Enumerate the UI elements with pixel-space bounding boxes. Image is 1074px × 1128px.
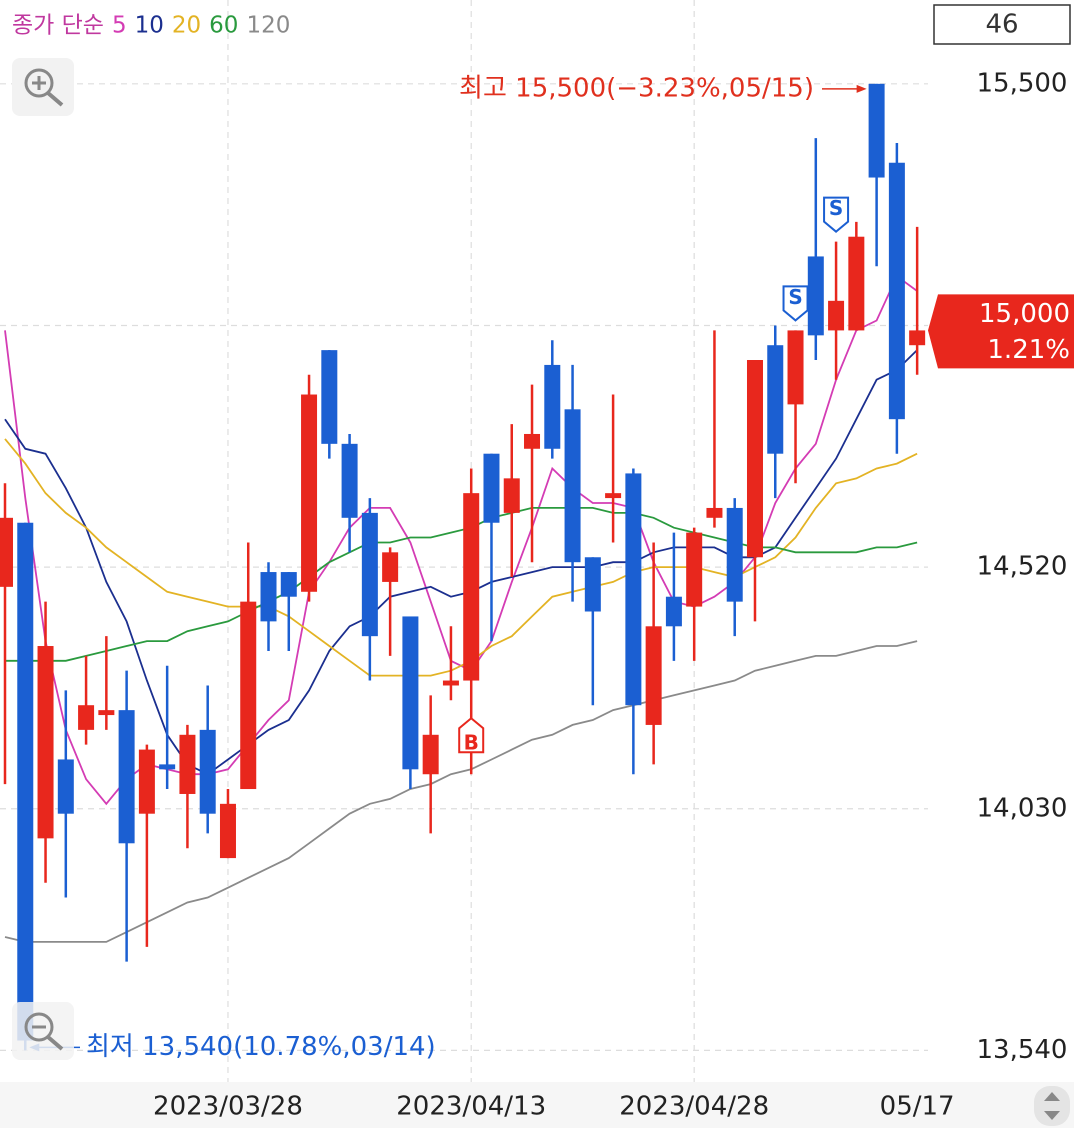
legend-title: 종가 단순 (12, 13, 104, 39)
signal-marker (782, 285, 809, 322)
scroll-control[interactable] (1034, 1086, 1070, 1126)
candle-body (503, 478, 520, 513)
y-tick-label: 14,030 (977, 793, 1068, 823)
price-tag (928, 294, 1074, 369)
candle-body (382, 552, 399, 582)
candle-body (402, 616, 419, 770)
price-tag-value: 15,000 (979, 299, 1070, 329)
candle-body (442, 680, 459, 686)
candle-body (807, 256, 824, 336)
arrowhead (856, 84, 867, 93)
candle-body (361, 512, 378, 637)
x-tick-label: 2023/04/28 (619, 1092, 769, 1122)
candle-body (159, 764, 176, 770)
candle-body (240, 601, 257, 790)
candle-body (888, 162, 905, 420)
candle-body (787, 330, 804, 405)
price-tag-change: 1.21% (987, 335, 1070, 365)
signal-label: S (829, 196, 843, 220)
ma-line (4, 640, 918, 943)
candle-body (645, 626, 662, 725)
candle-body (524, 433, 541, 449)
signal-label: B (464, 731, 479, 755)
y-tick-label: 14,520 (977, 552, 1068, 582)
candle-body (118, 710, 135, 844)
candle-body (0, 517, 13, 587)
candle-body (219, 803, 236, 859)
candle-body (767, 345, 784, 454)
candle-body (605, 493, 622, 499)
candle-body (584, 557, 601, 612)
candle-body (625, 473, 642, 706)
overlay: 최고 15,500(−3.23%,05/15) 최저 13,540(10.78%,… (29, 73, 867, 1062)
ma-line (4, 349, 918, 776)
high-annotation: 최고 15,500(−3.23%,05/15) (459, 73, 814, 103)
count-box (933, 4, 1071, 45)
candle-body (422, 734, 439, 775)
ma-line (4, 438, 918, 677)
legend-entry: 10 (135, 13, 164, 39)
candle-body (483, 453, 500, 523)
candle-body (909, 330, 926, 346)
signal-marker (458, 716, 485, 754)
candle-body (57, 759, 74, 814)
candle-body (564, 409, 581, 563)
candle-body (37, 646, 54, 839)
x-tick-label: 2023/04/13 (396, 1092, 546, 1122)
candle-body (78, 705, 95, 730)
y-tick-label: 15,500 (977, 68, 1068, 98)
candles (0, 83, 926, 1051)
legend-entry: 120 (246, 13, 290, 39)
signal-marker (823, 196, 850, 233)
x-tick-label: 05/17 (880, 1092, 955, 1122)
candle-body (544, 364, 561, 449)
candle-body (665, 596, 682, 627)
legend-entry: 20 (172, 13, 201, 39)
candle-body (828, 300, 845, 331)
candle-body (706, 507, 723, 518)
x-axis-strip (0, 1082, 1074, 1128)
legend-entry: 5 (112, 13, 127, 39)
ma-line (5, 507, 918, 662)
candle-body (260, 572, 277, 622)
candle-body (686, 532, 703, 607)
candle-body (138, 749, 155, 814)
candle-body (17, 522, 34, 1041)
visible-count: 46 (985, 10, 1018, 40)
candle-body (179, 734, 196, 794)
candle-body (746, 360, 763, 558)
x-tick-label: 2023/03/28 (153, 1092, 303, 1122)
zoom-out[interactable] (12, 1002, 74, 1060)
candle-body (726, 507, 743, 602)
moving-averages (4, 274, 918, 943)
candle-body (301, 394, 318, 592)
y-tick-label: 13,540 (977, 1035, 1068, 1065)
zoom-in[interactable] (12, 58, 74, 116)
candle-body (321, 350, 338, 444)
candle-body (199, 729, 216, 814)
candle-body (341, 443, 358, 518)
candle-body (868, 83, 885, 178)
candle-body (280, 572, 297, 597)
candle-body (463, 493, 480, 681)
legend-entry: 60 (209, 13, 238, 39)
candle-body (848, 236, 865, 331)
low-annotation: 최저 13,540(10.78%,03/14) (86, 1032, 436, 1062)
candle-body (98, 710, 115, 716)
signal-label: S (788, 285, 802, 309)
